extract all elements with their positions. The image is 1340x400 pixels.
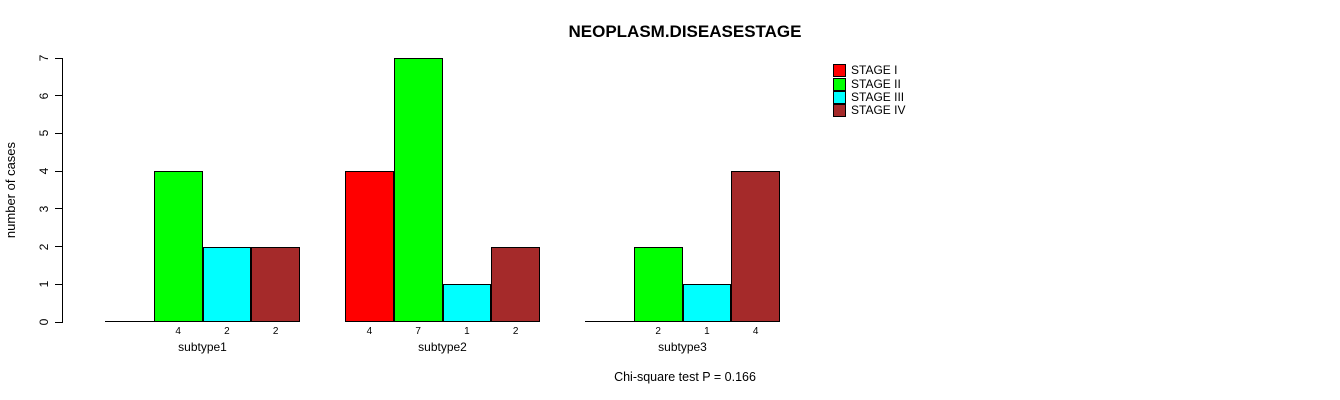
bar-value-label: 1 — [464, 326, 470, 337]
legend-item: STAGE I — [833, 63, 905, 78]
legend-item: STAGE IV — [833, 103, 906, 118]
y-axis-tick — [55, 95, 62, 97]
legend-swatch-icon — [833, 90, 846, 104]
y-axis-tick — [55, 132, 62, 134]
bar-stage-iii — [202, 246, 252, 322]
y-axis-tick — [55, 208, 62, 210]
bar-value-label: 4 — [366, 326, 373, 337]
bar-stage-iii — [682, 284, 732, 322]
y-axis-tick-label: 2 — [37, 243, 51, 250]
bar-value-label: 2 — [512, 326, 519, 337]
legend-label: STAGE I — [851, 63, 898, 78]
bar-stage-ii — [393, 58, 443, 322]
bar-stage-iv — [731, 171, 780, 322]
bar-stage-ii — [153, 171, 203, 322]
y-axis-tick-label: 5 — [37, 130, 51, 137]
bar-value-label: 4 — [175, 326, 181, 337]
y-axis-tick-label: 4 — [37, 167, 51, 175]
legend-swatch-icon — [833, 64, 846, 78]
bar-value-label: 7 — [415, 326, 421, 337]
bar-value-label: 2 — [272, 326, 279, 337]
bar-stage-iv — [491, 246, 540, 322]
y-axis-tick-label: 6 — [37, 92, 51, 100]
legend-item: STAGE III — [833, 89, 905, 104]
bar-value-label: 1 — [704, 326, 710, 337]
category-label: subtype1 — [178, 340, 227, 354]
y-axis-tick-label: 0 — [37, 318, 51, 326]
chi-square-annotation: Chi-square test P = 0.166 — [614, 370, 756, 384]
legend-swatch-icon — [833, 77, 846, 91]
legend-item: STAGE II — [833, 76, 905, 91]
bar-stage-iii — [442, 284, 492, 322]
y-axis-tick-label: 7 — [37, 54, 51, 62]
bar-stage-iv — [251, 246, 300, 322]
chart-title: NEOPLASM.DISEASESTAGE — [568, 22, 802, 41]
y-axis-tick-label: 1 — [37, 280, 51, 288]
legend-swatch-icon — [833, 104, 846, 118]
bar-value-label: 2 — [224, 326, 230, 337]
bar-stage-i — [345, 171, 394, 322]
legend-label: STAGE III — [851, 89, 905, 104]
legend-label: STAGE IV — [851, 103, 906, 118]
y-axis-tick — [55, 57, 62, 59]
y-axis-tick — [55, 321, 62, 323]
y-axis-line — [62, 58, 63, 323]
bar-stage-ii — [633, 246, 683, 322]
y-axis-tick — [55, 283, 62, 285]
legend-label: STAGE II — [851, 76, 901, 91]
bar-value-label: 4 — [752, 326, 759, 337]
y-axis-tick-label: 3 — [37, 205, 51, 213]
category-label: subtype2 — [418, 340, 467, 354]
bar-value-label: 2 — [655, 326, 661, 337]
y-axis-tick — [55, 170, 62, 172]
legend: STAGE I STAGE II STAGE III STAGE IV — [833, 64, 905, 118]
category-label: subtype3 — [658, 340, 707, 354]
y-axis-tick — [55, 246, 62, 248]
